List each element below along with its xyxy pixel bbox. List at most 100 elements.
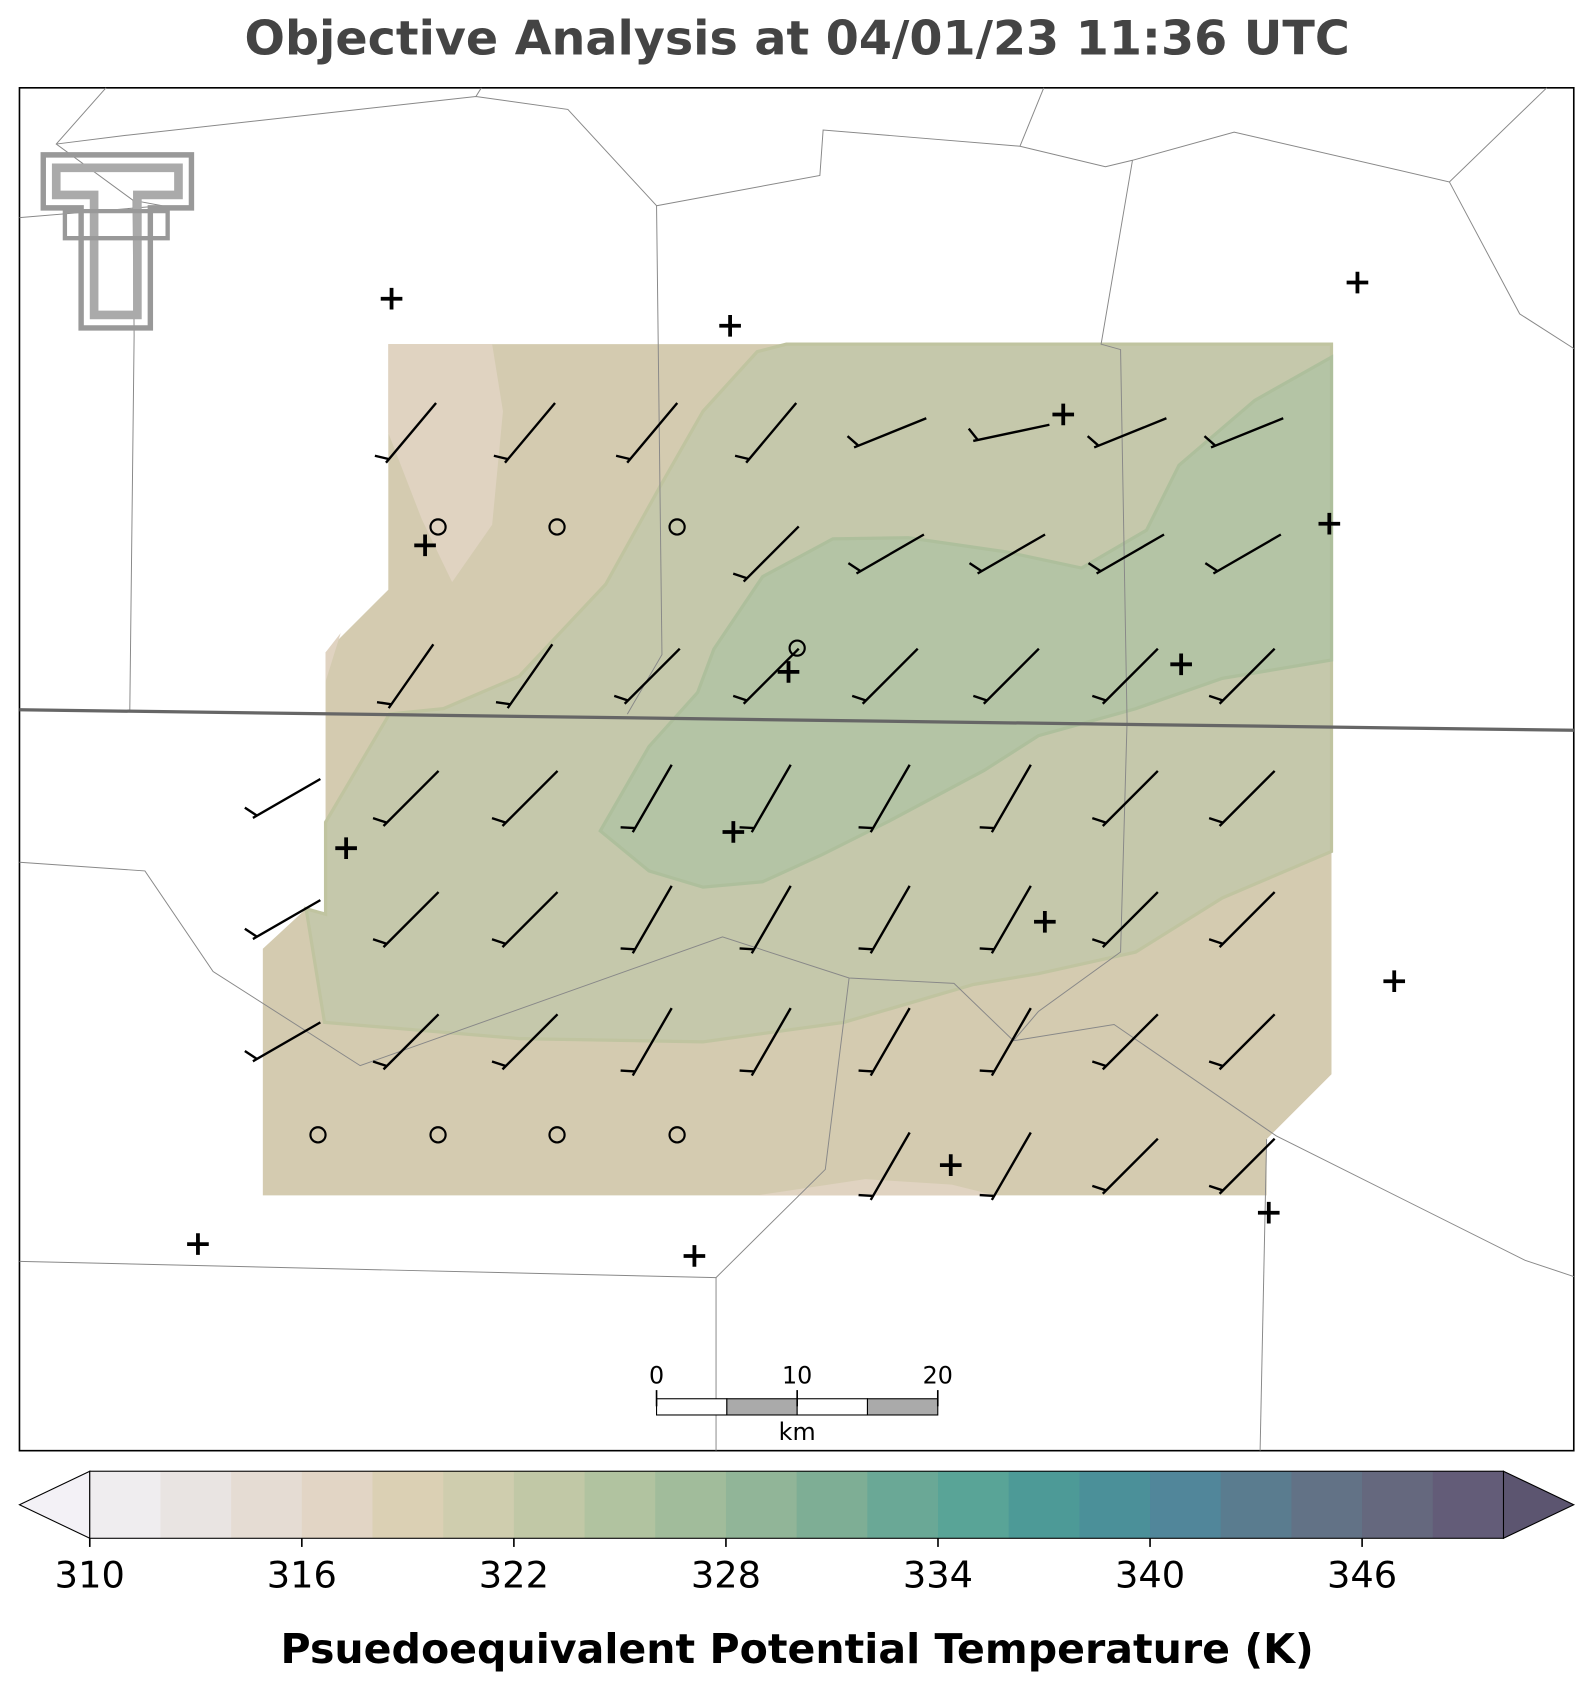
- color-segment: [1432, 1471, 1505, 1539]
- wind-barb: [491, 1013, 559, 1071]
- color-segment: [160, 1471, 232, 1539]
- color-segment: [1150, 1471, 1222, 1539]
- wind-barb: [244, 1021, 321, 1063]
- wind-barb: [372, 770, 440, 827]
- wind-barb: [732, 525, 800, 583]
- wind-barb: [615, 402, 679, 464]
- scale-unit: km: [779, 1418, 816, 1446]
- wind-barb: [858, 764, 911, 833]
- wind-barb: [858, 1007, 911, 1077]
- wind-barb: [1208, 1137, 1276, 1195]
- colorbar-tick-label: 328: [691, 1554, 761, 1597]
- wind-barb: [1091, 891, 1159, 948]
- calm-station: [788, 639, 806, 657]
- station: [1257, 1201, 1280, 1224]
- station: [1318, 512, 1341, 535]
- station: [335, 837, 357, 860]
- colorbar-tick-label: 310: [55, 1554, 125, 1597]
- wind-barb: [1091, 770, 1159, 827]
- wind-barb: [620, 764, 673, 833]
- color-segment: [1291, 1471, 1363, 1539]
- wind-barb: [847, 533, 925, 575]
- color-segment: [1008, 1471, 1080, 1539]
- wind-barb: [491, 770, 559, 827]
- calm-station: [429, 1126, 447, 1144]
- wind-barb: [979, 764, 1032, 833]
- wind-barb: [1086, 417, 1167, 449]
- color-segment: [301, 1471, 374, 1539]
- colorbar-tick-label: 322: [479, 1554, 549, 1597]
- scale-segment: [726, 1398, 798, 1416]
- wind-barb: [1203, 417, 1284, 449]
- wind-barb: [739, 1007, 792, 1077]
- scale-tick-label: 20: [923, 1362, 953, 1390]
- wind-barb: [244, 899, 321, 941]
- wind-barb: [968, 533, 1046, 575]
- station: [380, 287, 403, 310]
- color-segment: [796, 1471, 868, 1539]
- wind-barb: [739, 764, 792, 833]
- wind-barb: [1208, 770, 1276, 827]
- wind-barb: [620, 1007, 673, 1077]
- calm-station: [429, 518, 447, 536]
- color-segment: [937, 1471, 1010, 1539]
- station: [683, 1245, 706, 1267]
- calm-station: [548, 518, 566, 536]
- wind-barb: [734, 402, 798, 464]
- color-segment: [231, 1471, 303, 1539]
- scale-segment: [796, 1398, 869, 1416]
- wind-barb: [1087, 533, 1165, 575]
- wind-barb: [1091, 647, 1159, 705]
- wind-barb: [374, 402, 437, 464]
- station: [1170, 653, 1192, 676]
- colorbar: 310 316 322 328 334 340 346: [18, 1470, 1576, 1597]
- color-segment: [867, 1471, 939, 1539]
- over-arrow: [1502, 1470, 1576, 1540]
- color-segment: [443, 1471, 515, 1539]
- wind-barb: [1208, 891, 1276, 948]
- station: [777, 661, 800, 683]
- wind-barb: [739, 885, 792, 954]
- wind-barb: [1204, 533, 1282, 575]
- wind-barb: [732, 647, 800, 705]
- wind-barb: [376, 643, 435, 709]
- wind-barb: [244, 777, 321, 819]
- wind-barb: [972, 647, 1040, 705]
- wind-barb: [851, 647, 919, 705]
- station: [1034, 910, 1056, 933]
- calm-station: [309, 1126, 327, 1144]
- scale-tick-label: 10: [782, 1362, 812, 1390]
- wind-barb: [979, 1007, 1032, 1077]
- color-segment: [513, 1471, 586, 1539]
- wind-barb: [491, 891, 559, 948]
- colorbar-label: Psuedoequivalent Potential Temperature (…: [281, 1625, 1314, 1673]
- colorbar-tick-label: 334: [903, 1554, 973, 1597]
- station: [1383, 970, 1406, 993]
- color-segment: [725, 1471, 798, 1539]
- wind-barb: [372, 891, 440, 948]
- under-arrow: [18, 1470, 91, 1540]
- wind-barb: [620, 885, 673, 954]
- color-segment: [1220, 1471, 1292, 1539]
- scale-tick-label: 0: [649, 1362, 664, 1390]
- scale-bar: 0 10 20 km: [649, 1362, 953, 1446]
- calm-station: [668, 1126, 686, 1144]
- wind-barb: [979, 1131, 1032, 1201]
- colorbar-frame: [89, 1470, 1505, 1539]
- color-segment: [584, 1471, 656, 1539]
- title: Objective Analysis at 04/01/23 11:36 UTC: [245, 11, 1350, 66]
- station: [1346, 271, 1369, 294]
- station: [187, 1233, 209, 1255]
- wind-barb: [493, 402, 556, 464]
- wind-barb: [1208, 647, 1276, 705]
- wind-barb: [372, 1013, 440, 1071]
- calm-station: [668, 518, 686, 536]
- wind-barb: [495, 643, 554, 709]
- scale-segment: [656, 1398, 728, 1416]
- station: [1052, 403, 1075, 426]
- color-segment: [1362, 1471, 1434, 1539]
- color-segment: [1079, 1471, 1151, 1539]
- station: [414, 534, 436, 557]
- station: [939, 1154, 962, 1176]
